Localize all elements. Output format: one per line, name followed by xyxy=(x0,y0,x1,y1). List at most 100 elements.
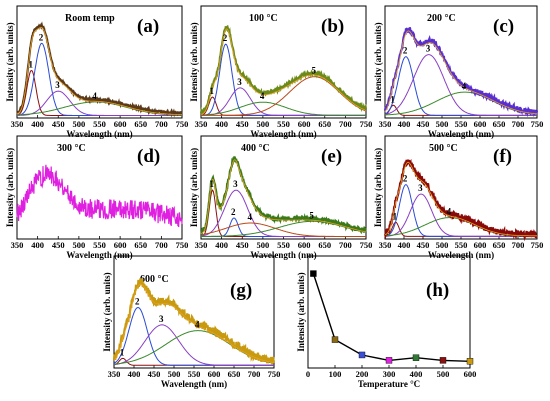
x-tick-label: 600 xyxy=(474,119,487,129)
x-tick-label: 750 xyxy=(360,119,373,129)
peak-label-2: 2 xyxy=(223,33,228,43)
x-tick-label: 550 xyxy=(455,240,468,250)
peak-label-1: 1 xyxy=(210,179,215,189)
component-peak-3 xyxy=(17,90,182,116)
panel-f: 350 400 450 500 550 600 650 700 750 Wavelength (n… xyxy=(373,135,544,260)
peak-label-3: 3 xyxy=(55,80,60,90)
panel-g: 350 400 450 500 550 600 650 700 750 Wavelength (n… xyxy=(102,255,280,389)
x-tick-label: 350 xyxy=(11,240,24,250)
plot-frame xyxy=(384,5,538,119)
x-tick-label: 400 xyxy=(215,119,228,129)
x-tick-label: 750 xyxy=(176,119,189,129)
y-axis-label: Intensity (arb. units) xyxy=(373,148,383,227)
x-tick-label: 700 xyxy=(155,240,168,250)
fit-envelope xyxy=(113,283,275,363)
panel-tag: (d) xyxy=(137,146,160,167)
x-tick-label: 500 xyxy=(73,240,86,250)
spectrum-data xyxy=(112,278,276,365)
x-tick-label: 600 xyxy=(298,240,311,250)
peak-label-5: 5 xyxy=(309,210,314,220)
peak-label-1: 1 xyxy=(393,211,398,221)
x-tick-label: 650 xyxy=(228,369,241,379)
panel-title: 100 °C xyxy=(249,13,278,24)
x-tick-label: 750 xyxy=(531,119,544,129)
x-tick-label: 700 xyxy=(512,119,525,129)
x-tick-label: 700 xyxy=(339,119,352,129)
x-axis-label: Wavelength (nm) xyxy=(66,129,132,139)
spectrum-data xyxy=(383,158,538,242)
x-tick-label: 500 xyxy=(257,240,270,250)
spectrum-data xyxy=(383,26,539,118)
y-axis-label: Intensity (arb. units) xyxy=(373,22,383,101)
x-axis-label: Wavelength (nm) xyxy=(66,250,132,260)
x-tick-label: 600 xyxy=(114,240,127,250)
x-tick-label: 300 xyxy=(383,369,396,379)
data-point xyxy=(331,336,339,343)
x-tick-label: 650 xyxy=(134,240,147,250)
peak-label-3: 3 xyxy=(418,183,423,193)
x-tick-label: 0 xyxy=(306,369,310,379)
x-axis-label: Wavelength (nm) xyxy=(428,129,494,139)
y-axis-label: Intensity (arb. units) xyxy=(102,272,112,351)
panel-d: 350 400 450 500 550 600 650 700 750 Wavelength (n… xyxy=(5,135,188,260)
spectrum-data xyxy=(16,164,183,228)
panel-a: 350 400 450 500 550 600 650 700 750 Wavelength (n… xyxy=(5,5,189,139)
x-tick-label: 650 xyxy=(134,119,147,129)
peak-label-3: 3 xyxy=(237,77,242,87)
x-tick-label: 700 xyxy=(339,240,352,250)
x-tick-label: 650 xyxy=(318,119,331,129)
data-point xyxy=(466,358,474,365)
x-tick-label: 600 xyxy=(114,119,127,129)
x-tick-label: 700 xyxy=(248,369,261,379)
x-tick-label: 750 xyxy=(360,240,373,250)
component-peak-4 xyxy=(385,91,538,116)
panel-tag: (c) xyxy=(493,16,514,37)
x-tick-label: 600 xyxy=(474,240,487,250)
x-tick-label: 450 xyxy=(52,119,65,129)
plot-frame xyxy=(307,255,471,369)
peak-label-4: 4 xyxy=(447,207,452,217)
fit-envelope xyxy=(200,28,367,115)
data-point xyxy=(310,270,317,277)
x-tick-label: 400 xyxy=(128,369,141,379)
x-tick-label: 400 xyxy=(31,119,44,129)
panel-b: 350 400 450 500 550 600 650 700 750 Wavelength (n… xyxy=(189,5,373,139)
panel-title: 500 °C xyxy=(429,143,458,154)
component-peak-3 xyxy=(113,324,274,366)
x-axis-label: Wavelength (nm) xyxy=(428,250,494,260)
x-tick-label: 550 xyxy=(93,240,106,250)
fit-envelope xyxy=(384,30,537,115)
x-tick-label: 350 xyxy=(195,119,208,129)
x-tick-label: 500 xyxy=(73,119,86,129)
x-tick-label: 600 xyxy=(208,369,221,379)
panel-tag: (h) xyxy=(426,280,449,301)
peak-label-3: 3 xyxy=(233,179,238,189)
x-tick-label: 650 xyxy=(493,119,506,129)
peak-label-4: 4 xyxy=(92,91,97,101)
peak-label-4: 4 xyxy=(195,320,200,330)
panel-title: 300 °C xyxy=(57,143,86,154)
spectrum-data xyxy=(200,156,367,237)
peak-label-5: 5 xyxy=(311,66,316,76)
x-tick-label: 400 xyxy=(410,369,423,379)
fit-envelope xyxy=(16,26,182,115)
x-tick-label: 750 xyxy=(531,240,544,250)
x-tick-label: 500 xyxy=(257,119,270,129)
peak-label-3: 3 xyxy=(159,314,164,324)
x-tick-label: 450 xyxy=(148,369,161,379)
x-tick-label: 350 xyxy=(379,240,392,250)
x-tick-label: 500 xyxy=(437,369,450,379)
x-tick-label: 200 xyxy=(356,369,369,379)
spectrum-data xyxy=(16,21,183,118)
panel-title: 400 °C xyxy=(241,143,270,154)
peak-label-1: 1 xyxy=(28,59,33,69)
peak-label-4: 4 xyxy=(248,212,253,222)
peak-label-4: 4 xyxy=(260,91,265,101)
peak-label-1: 1 xyxy=(210,86,215,96)
fit-envelope xyxy=(384,161,537,237)
panel-title: 200 °C xyxy=(427,13,456,24)
x-tick-label: 450 xyxy=(236,119,249,129)
x-tick-label: 700 xyxy=(155,119,168,129)
x-tick-label: 550 xyxy=(455,119,468,129)
